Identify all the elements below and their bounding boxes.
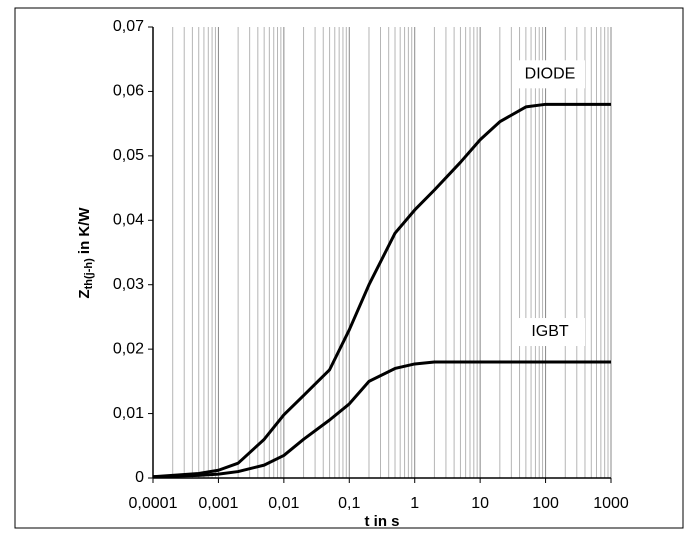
series-label: IGBT bbox=[531, 323, 569, 340]
x-tick-label: 0,1 bbox=[338, 495, 360, 512]
series-line bbox=[152, 360, 611, 479]
y-label-rest: in K/W bbox=[76, 207, 93, 259]
lines bbox=[152, 102, 611, 479]
y-axis-label: Zth(j-h) in K/W bbox=[76, 207, 95, 299]
frame bbox=[14, 7, 684, 529]
y-tick-label: 0,07 bbox=[113, 18, 144, 35]
series-label: DIODE bbox=[525, 66, 576, 83]
y-tick-label: 0,04 bbox=[113, 212, 144, 229]
x-tick-label: 0,0001 bbox=[129, 495, 178, 512]
x-tick-label: 100 bbox=[532, 495, 559, 512]
x-tick-label: 1 bbox=[410, 495, 419, 512]
x-tick-label: 0,01 bbox=[268, 495, 299, 512]
grid bbox=[148, 26, 612, 483]
y-tick-label: 0,03 bbox=[113, 276, 144, 293]
y-tick-label: 0,02 bbox=[113, 340, 144, 357]
x-tick-label: 0,001 bbox=[198, 495, 238, 512]
y-tick-label: 0 bbox=[135, 469, 144, 486]
series-line bbox=[152, 102, 611, 479]
x-tick-label: 1000 bbox=[593, 495, 629, 512]
y-label-sub: th(j-h) bbox=[83, 258, 95, 289]
label-box bbox=[515, 60, 585, 89]
y-tick-label: 0,01 bbox=[113, 405, 144, 422]
y-tick-label: 0,06 bbox=[113, 83, 144, 100]
x-tick-label: 10 bbox=[471, 495, 489, 512]
y-tick-label: 0,05 bbox=[113, 147, 144, 164]
y-label-main: Z bbox=[76, 289, 93, 298]
label-box bbox=[515, 318, 585, 347]
x-axis-label: t in s bbox=[364, 513, 399, 530]
